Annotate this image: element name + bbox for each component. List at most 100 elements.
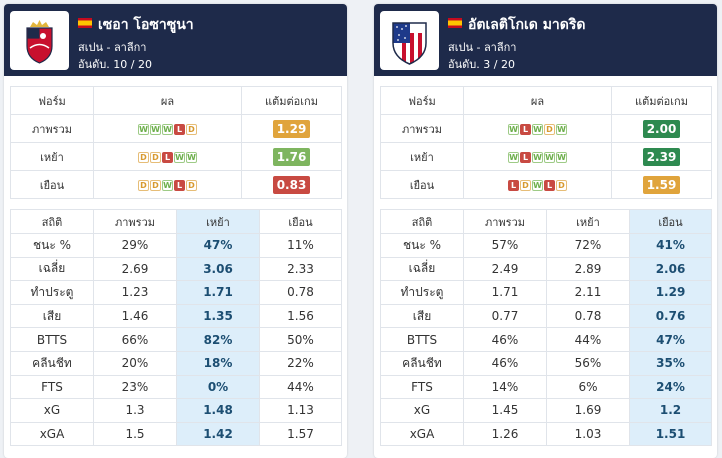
stat-label: BTTS [10,327,94,352]
result-dot[interactable]: W [508,123,519,135]
result-dot[interactable]: D [138,179,149,191]
stat-away-value: 2.33 [259,256,342,282]
form-label: ภาพรวม [10,114,94,143]
stat-overall-value: 1.71 [463,280,547,305]
result-dot[interactable]: D [186,123,197,135]
result-dot[interactable]: W [150,123,161,135]
result-dot[interactable]: W [508,151,519,163]
stat-away-value: 2.06 [629,256,712,282]
stat-overall-value: 1.45 [463,398,547,423]
stat-away-value: 47% [629,327,712,352]
stat-away-value: 0.76 [629,303,712,329]
stats-table: สถิติ ภาพรวม เหย้า เยือน ชนะ % 29% 47% 11% เ… [10,209,342,447]
result-dot[interactable]: D [544,123,555,135]
ppg-badge: 2.00 [642,119,681,138]
ppg-badge: 2.39 [642,147,681,166]
away-col-header: เยือน [629,209,712,234]
result-dot[interactable]: W [162,123,173,135]
result-dot[interactable]: D [138,151,149,163]
result-dot[interactable]: L [174,179,185,191]
result-dot[interactable]: W [162,179,173,191]
result-dot[interactable]: D [186,179,197,191]
form-row: ภาพรวม W W W L D 1.29 [10,114,342,143]
stat-overall-value: 66% [93,327,177,352]
form-table: ฟอร์ม ผล แต้มต่อเกม ภาพรวม W L W D W 2.00 เหย้า… [380,86,712,199]
stats-table: สถิติ ภาพรวม เหย้า เยือน ชนะ % 57% 72% 41% เ… [380,209,712,447]
stat-overall-value: 14% [463,374,547,400]
stat-label: เสีย [380,303,464,329]
stat-overall-value: 46% [463,327,547,352]
stat-home-value: 1.35 [176,303,260,329]
stat-away-value: 1.57 [259,421,342,447]
stat-row: BTTS 66% 82% 50% [10,327,342,352]
stat-label: เสีย [10,303,94,329]
result-dot[interactable]: W [186,151,197,163]
result-dot[interactable]: D [150,151,161,163]
result-dot[interactable]: D [520,179,531,191]
overall-col-header: ภาพรวม [463,209,547,234]
result-dot[interactable]: L [162,151,173,163]
stat-home-value: 1.03 [546,421,630,447]
stat-home-value: 2.89 [546,256,630,282]
stat-overall-value: 46% [463,350,547,376]
stat-label: เฉลี่ย [10,256,94,282]
form-table: ฟอร์ม ผล แต้มต่อเกม ภาพรวม W W W L D 1.29 เหย้า… [10,86,342,199]
stat-home-value: 6% [546,374,630,400]
stat-row: ทำประตู 1.23 1.71 0.78 [10,280,342,305]
stat-row: ชนะ % 57% 72% 41% [380,233,712,258]
result-dot[interactable]: W [556,123,567,135]
ppg-badge: 1.59 [642,175,681,194]
result-dot[interactable]: L [520,123,531,135]
stat-row: FTS 23% 0% 44% [10,374,342,400]
team-rank: อันดับ. 3 / 20 [448,58,515,71]
home-col-header: เหย้า [546,209,630,234]
result-dot[interactable]: L [508,179,519,191]
result-dot[interactable]: W [174,151,185,163]
result-dot[interactable]: W [138,123,149,135]
result-dot[interactable]: W [532,179,543,191]
stat-away-value: 22% [259,350,342,376]
stat-home-value: 1.69 [546,398,630,423]
form-col-header: ฟอร์ม [380,86,464,115]
stat-overall-value: 1.3 [93,398,177,423]
stat-row: เฉลี่ย 2.69 3.06 2.33 [10,256,342,282]
ppg-cell: 0.83 [241,170,342,199]
stat-label: เฉลี่ย [380,256,464,282]
stat-overall-value: 23% [93,374,177,400]
team-name[interactable]: อัตเลติโกเด มาดริด [448,14,586,36]
atletico-crest-icon[interactable] [380,11,439,70]
stat-overall-value: 2.49 [463,256,547,282]
stat-label: ทำประตู [10,280,94,305]
ppg-cell: 1.59 [611,170,712,199]
stat-away-value: 1.56 [259,303,342,329]
stat-away-value: 50% [259,327,342,352]
result-dot[interactable]: L [544,179,555,191]
result-dot[interactable]: D [556,179,567,191]
team-league[interactable]: สเปน - ลาลีกา [448,41,517,54]
stat-label: FTS [10,374,94,400]
result-dot[interactable]: W [532,123,543,135]
team-league[interactable]: สเปน - ลาลีกา [78,41,147,54]
ppg-cell: 2.39 [611,142,712,171]
ppg-badge: 1.29 [272,119,311,138]
result-dot[interactable]: L [520,151,531,163]
ppg-col-header: แต้มต่อเกม [611,86,712,115]
result-dot[interactable]: D [150,179,161,191]
result-dot[interactable]: L [174,123,185,135]
stat-home-value: 44% [546,327,630,352]
osasuna-crest-icon[interactable] [10,11,69,70]
result-dot[interactable]: W [544,151,555,163]
result-dot[interactable]: W [556,151,567,163]
form-row: เยือน L D W L D 1.59 [380,170,712,199]
stat-away-value: 35% [629,350,712,376]
ppg-badge: 0.83 [272,175,311,194]
team-name[interactable]: เซอา โอซาซูนา [78,14,194,36]
result-dot[interactable]: W [532,151,543,163]
stat-row: ชนะ % 29% 47% 11% [10,233,342,258]
stat-label: ชนะ % [380,233,464,258]
